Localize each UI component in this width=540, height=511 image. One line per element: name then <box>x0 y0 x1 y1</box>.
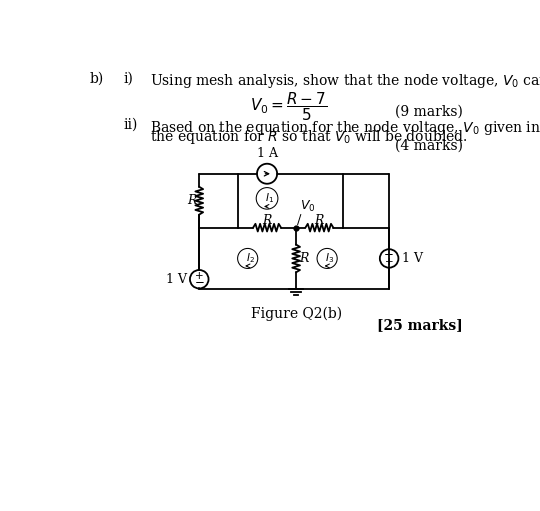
Text: R: R <box>262 214 272 227</box>
Text: ii): ii) <box>123 118 138 131</box>
Text: $V_0 = \dfrac{R-7}{5}$: $V_0 = \dfrac{R-7}{5}$ <box>249 90 327 123</box>
Text: Based on the equation for the node voltage, $V_0$ given in Question 2(b)i, deriv: Based on the equation for the node volta… <box>151 118 540 136</box>
Text: Using mesh analysis, show that the node voltage, $V_0$ can be given as  follows:: Using mesh analysis, show that the node … <box>151 72 540 90</box>
Text: +: + <box>195 271 204 281</box>
Text: $I_2$: $I_2$ <box>246 251 254 265</box>
Text: −: − <box>194 276 204 289</box>
Text: 1 V: 1 V <box>166 273 187 286</box>
Text: R: R <box>187 194 196 207</box>
Text: 1 A: 1 A <box>256 147 278 160</box>
Text: (4 marks): (4 marks) <box>395 138 463 152</box>
Text: $I_3$: $I_3$ <box>325 251 334 265</box>
Text: b): b) <box>89 72 104 86</box>
Text: the equation for $R$ so that $V_0$ will be doubled.: the equation for $R$ so that $V_0$ will … <box>151 128 468 146</box>
Text: −: − <box>384 248 394 262</box>
Text: Figure Q2(b): Figure Q2(b) <box>251 307 342 321</box>
Text: 1 V: 1 V <box>402 252 422 265</box>
Text: i): i) <box>123 72 133 86</box>
Text: [25 marks]: [25 marks] <box>377 318 463 333</box>
Text: $I_1$: $I_1$ <box>265 191 274 204</box>
Text: $V_0$: $V_0$ <box>300 199 315 214</box>
Text: +: + <box>385 257 394 267</box>
Text: R: R <box>299 252 308 265</box>
Text: R: R <box>315 214 324 227</box>
Text: (9 marks): (9 marks) <box>395 104 463 119</box>
